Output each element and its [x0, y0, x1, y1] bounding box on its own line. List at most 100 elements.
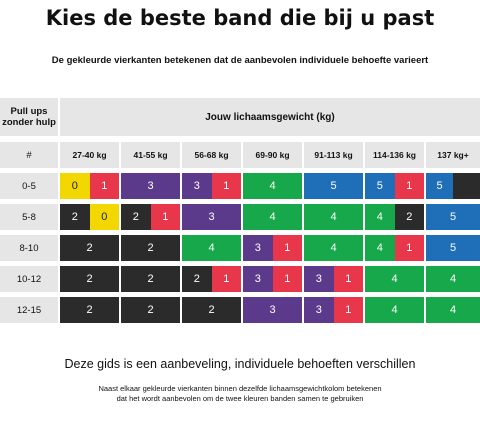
weight-column-header: 27-40 kg	[60, 142, 119, 168]
band-recommendation-cell: 5	[426, 204, 480, 230]
weight-column-header: 41-55 kg	[121, 142, 180, 168]
band-recommendation-cell: 3	[243, 297, 302, 323]
band-green-swatch: 4	[365, 297, 424, 323]
band-black-swatch: 2	[121, 204, 151, 230]
band-black-swatch: 2	[60, 235, 119, 261]
band-black-swatch: 2	[182, 297, 241, 323]
weight-header: Jouw lichaamsgewicht (kg)	[60, 98, 480, 136]
band-red-swatch: 1	[211, 173, 241, 199]
band-green-swatch: 4	[243, 204, 302, 230]
band-red-swatch: 1	[394, 235, 424, 261]
band-purple-swatch: 3	[243, 297, 302, 323]
band-black-swatch: 2	[60, 204, 90, 230]
footer-note: Naast elkaar gekleurde vierkanten binnen…	[0, 384, 480, 404]
footer-note-line2: dat het wordt aanbevolen om de twee kleu…	[116, 394, 364, 403]
page-subtitle: De gekleurde vierkanten betekenen dat de…	[51, 55, 429, 66]
band-yellow-swatch: 0	[60, 173, 90, 199]
page-title: Kies de beste band die bij u past	[45, 6, 435, 30]
band-recommendation-cell: 5	[304, 173, 363, 199]
band-recommendation-cell: 2	[121, 235, 180, 261]
pullups-row-label: 10-12	[0, 266, 58, 292]
band-blue-swatch: 5	[426, 235, 480, 261]
band-green-swatch: 4	[243, 173, 302, 199]
weight-column-header: 69-90 kg	[243, 142, 302, 168]
band-yellow-swatch: 0	[89, 204, 119, 230]
band-purple-swatch: 3	[182, 204, 241, 230]
band-black-swatch: 2	[121, 235, 180, 261]
band-recommendation-cell: 4	[426, 266, 480, 292]
band-red-swatch: 1	[333, 297, 363, 323]
band-recommendation-cell: 2	[60, 297, 119, 323]
weight-column-header: 114-136 kg	[365, 142, 424, 168]
band-green-swatch: 4	[304, 235, 363, 261]
band-purple-swatch: 3	[243, 266, 273, 292]
band-recommendation-cell: 5	[426, 235, 480, 261]
footer-recommendation: Deze gids is een aanbeveling, individuel…	[64, 357, 416, 371]
band-black-swatch: 2	[121, 297, 180, 323]
pullups-row-label: 0-5	[0, 173, 58, 199]
weight-column-header: 137 kg+	[426, 142, 480, 168]
band-red-swatch: 1	[89, 173, 119, 199]
band-recommendation-cell: 2	[121, 266, 180, 292]
band-green-swatch: 4	[426, 266, 480, 292]
band-recommendation-cell: 4	[426, 297, 480, 323]
band-recommendation-cell: 4	[182, 235, 241, 261]
band-recommendation-cell: 3	[121, 173, 180, 199]
band-recommendation-cell: 5	[426, 173, 480, 199]
band-recommendation-cell: 4	[243, 173, 302, 199]
band-red-swatch: 1	[272, 266, 302, 292]
weight-column-header: 91-113 kg	[304, 142, 363, 168]
pullups-row-label: 8-10	[0, 235, 58, 261]
pullups-row-label: 12-15	[0, 297, 58, 323]
band-purple-swatch: 3	[182, 173, 212, 199]
pullups-header: Pull ups zonder hulp	[0, 98, 58, 136]
band-green-swatch: 4	[365, 235, 395, 261]
weight-column-header: 56-68 kg	[182, 142, 241, 168]
row-header-hash: #	[0, 142, 58, 168]
band-recommendation-cell: 2	[182, 297, 241, 323]
band-black-swatch: 2	[394, 204, 424, 230]
band-green-swatch: 4	[304, 204, 363, 230]
footer-note-line1: Naast elkaar gekleurde vierkanten binnen…	[98, 384, 382, 393]
band-red-swatch: 1	[211, 266, 241, 292]
band-black-swatch	[453, 173, 480, 199]
band-green-swatch: 4	[365, 266, 424, 292]
band-recommendation-cell: 2	[60, 235, 119, 261]
band-blue-swatch: 5	[365, 173, 395, 199]
band-black-swatch: 2	[60, 297, 119, 323]
band-red-swatch: 1	[333, 266, 363, 292]
band-blue-swatch: 5	[304, 173, 363, 199]
band-purple-swatch: 3	[121, 173, 180, 199]
pullups-row-label: 5-8	[0, 204, 58, 230]
band-red-swatch: 1	[150, 204, 180, 230]
band-recommendation-cell: 4	[243, 204, 302, 230]
band-recommendation-cell: 2	[121, 297, 180, 323]
band-black-swatch: 2	[121, 266, 180, 292]
band-black-swatch: 2	[60, 266, 119, 292]
band-purple-swatch: 3	[304, 297, 334, 323]
band-recommendation-cell: 4	[304, 235, 363, 261]
band-green-swatch: 4	[365, 204, 395, 230]
band-red-swatch: 1	[272, 235, 302, 261]
band-recommendation-cell: 4	[365, 266, 424, 292]
band-green-swatch: 4	[182, 235, 241, 261]
band-black-swatch: 2	[182, 266, 212, 292]
band-purple-swatch: 3	[304, 266, 334, 292]
band-red-swatch: 1	[394, 173, 424, 199]
band-blue-swatch: 5	[426, 204, 480, 230]
band-green-swatch: 4	[426, 297, 480, 323]
band-recommendation-cell: 3	[182, 204, 241, 230]
band-purple-swatch: 3	[243, 235, 273, 261]
